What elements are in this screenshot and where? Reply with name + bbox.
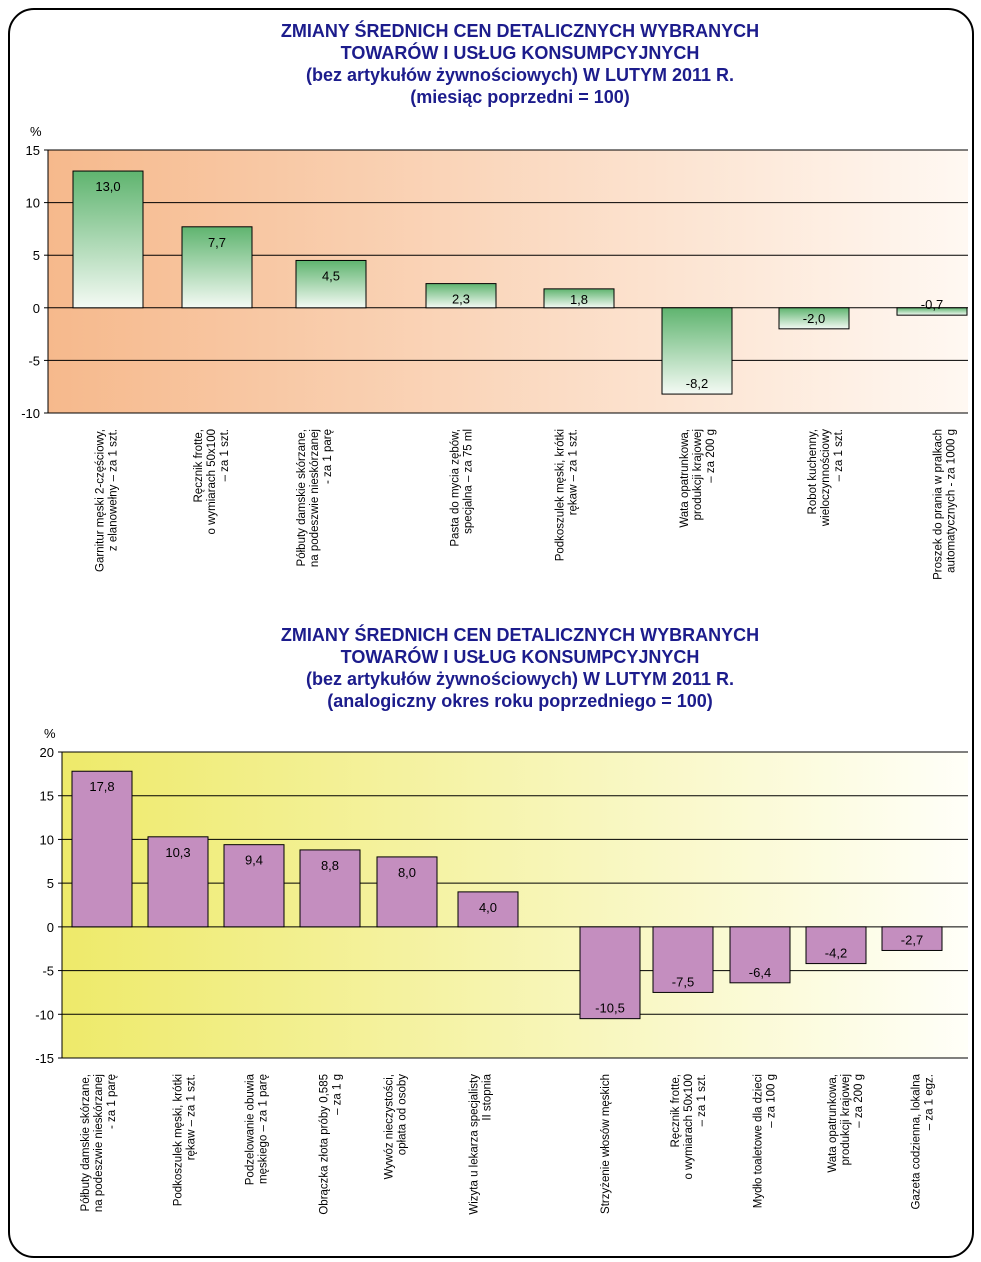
chart-2-category-label: Wizyta u lekarza specjalistyII stopnia: [469, 1073, 494, 1214]
chart-1-title-line-2: TOWARÓW I USŁUG KONSUMPCYJNYCH: [340, 43, 700, 63]
chart-2-bar: [457, 891, 519, 928]
chart-2-data-label: 17,8: [89, 779, 114, 794]
chart-2-bar: [299, 849, 361, 928]
chart-1-data-label: 2,3: [452, 292, 470, 307]
chart-2-bar: [376, 856, 438, 928]
chart-2-data-label: 10,3: [165, 845, 190, 860]
chart-2-data-label: -2,7: [901, 932, 923, 947]
chart-1-bar: [425, 283, 497, 309]
chart-1-bar: [295, 259, 367, 309]
chart-2-bar: [71, 770, 133, 928]
chart-2-bar: [652, 926, 714, 993]
chart-1-bar: [896, 307, 968, 316]
chart-2-ytick-label: 15: [40, 789, 54, 804]
chart-1-y-unit: %: [30, 124, 42, 139]
chart-1-ytick-label: 0: [33, 301, 40, 316]
chart-2-category-label: Mydło toaletowe dla dzieci– za 100 g: [753, 1074, 778, 1208]
chart-2-category-label: Obrączka złota próby 0,585– za 1 g: [319, 1074, 344, 1215]
chart-2-bar: [729, 926, 791, 984]
chart-2-ytick-label: -15: [35, 1051, 54, 1066]
chart-1-ytick-label: 5: [33, 248, 40, 263]
chart-2-ytick-label: 10: [40, 832, 54, 847]
chart-1-category-label: Podkoszulek męski, krótkirękaw – za 1 sz…: [555, 429, 580, 561]
chart-1-data-label: 1,8: [570, 292, 588, 307]
chart-1-ytick-label: 10: [26, 196, 40, 211]
chart-2-data-label: -7,5: [672, 974, 694, 989]
chart-2-y-unit: %: [44, 726, 56, 741]
chart-2-category-label: Wata opatrunkowa,produkcji krajowej– za …: [827, 1074, 865, 1173]
chart-1-category-label: Ręcznik frotte,o wymiarach 50x100– za 1 …: [193, 429, 231, 534]
chart-2-data-label: 8,0: [398, 865, 416, 880]
chart-1-data-label: -2,0: [803, 311, 825, 326]
chart-2-category-label: Półbuty damskie skórzane,na podeszwie ni…: [80, 1074, 118, 1212]
chart-1-title-line-3: (bez artykułów żywnościowych) W LUTYM 20…: [305, 65, 735, 85]
chart-2-category-label: Ręcznik frotte,o wymiarach 50x100– za 1 …: [670, 1074, 708, 1179]
chart-1-data-label: -0,7: [921, 297, 943, 312]
chart-1-title-line-4: (miesiąc poprzedni = 100): [410, 87, 630, 107]
chart-2-bar: [147, 836, 209, 928]
chart-2-title: ZMIANY ŚREDNICH CEN DETALICZNYCH WYBRANY…: [60, 624, 980, 712]
chart-2-category-label: Podkoszulek męski, krótkirękaw – za 1 sz…: [173, 1074, 198, 1206]
chart-1-category-label: Proszek do prania w pralkachautomatyczny…: [933, 429, 958, 580]
chart-2-bar: [223, 844, 285, 928]
chart-1-title: ZMIANY ŚREDNICH CEN DETALICZNYCH WYBRANY…: [60, 20, 980, 108]
chart-2-data-label: -4,2: [825, 946, 847, 961]
chart-2-ytick-label: 20: [40, 745, 54, 760]
chart-1-category-label: Wata opatrunkowa,produkcji krajowej– za …: [679, 429, 717, 528]
chart-1-bar: [661, 307, 733, 395]
chart-1-category-label: Garnitur męski 2-częściowy,z elanowełny …: [95, 429, 120, 572]
chart-2-title-line-4: (analogiczny okres roku poprzedniego = 1…: [327, 691, 713, 711]
chart-2-bar: [881, 926, 943, 951]
chart-2-data-label: -6,4: [749, 965, 771, 980]
chart-2-bar: [805, 926, 867, 965]
chart-1-bar: [72, 170, 144, 309]
chart-1-data-label: 4,5: [322, 268, 340, 283]
chart-1-data-label: -8,2: [686, 376, 708, 391]
chart-1-category-label: Półbuty damskie skórzane,na podeszwie ni…: [296, 429, 334, 567]
chart-1-data-label: 13,0: [95, 179, 120, 194]
chart-1-category-label: Pasta do mycia zębów,specjalna – za 75 m…: [450, 429, 475, 547]
chart-2-category-label: Strzyżenie włosów męskich: [600, 1074, 612, 1214]
chart-2-data-label: 9,4: [245, 853, 263, 868]
chart-1-data-label: 7,7: [208, 235, 226, 250]
chart-2-ytick-label: -5: [42, 964, 54, 979]
chart-2-category-label: Gazeta codzienna, lokalna– za 1 egz.: [911, 1073, 936, 1209]
chart-2-data-label: 4,0: [479, 900, 497, 915]
chart-2-title-line-1: ZMIANY ŚREDNICH CEN DETALICZNYCH WYBRANY…: [280, 625, 760, 645]
chart-1-category-label: Robot kuchenny,wieloczynnościowy– za 1 s…: [807, 429, 845, 527]
chart-1-title-line-1: ZMIANY ŚREDNICH CEN DETALICZNYCH WYBRANY…: [280, 21, 760, 41]
chart-2: 20 15 10 5 0 -5 -10 -15% 17,8 Półbuty damskie skó…: [35, 726, 968, 1215]
chart-2-title-line-3: (bez artykułów żywnościowych) W LUTYM 20…: [305, 669, 735, 689]
chart-2-title-line-2: TOWARÓW I USŁUG KONSUMPCYJNYCH: [340, 647, 700, 667]
chart-1: 15 10 5 0 -5 -10% 13,0 Garnitur męski 2-częścio…: [21, 124, 968, 580]
chart-2-bar: [579, 926, 641, 1020]
chart-1-ytick-label: -5: [28, 353, 40, 368]
chart-1-ytick-label: -10: [21, 406, 40, 421]
chart-2-data-label: 8,8: [321, 858, 339, 873]
chart-2-category-label: Wywóz nieczystości,opłata od osoby: [384, 1074, 409, 1180]
chart-2-ytick-label: -10: [35, 1007, 54, 1022]
chart-1-ytick-label: 15: [26, 143, 40, 158]
chart-1-bar: [543, 288, 615, 309]
chart-2-data-label: -10,5: [595, 1001, 625, 1016]
chart-1-bar: [181, 226, 253, 309]
chart-2-category-label: Podzelowanie obuwiamęskiego – za 1 parę: [245, 1073, 270, 1185]
chart-1-bar: [778, 307, 850, 330]
chart-2-ytick-label: 5: [47, 876, 54, 891]
chart-2-ytick-label: 0: [47, 920, 54, 935]
